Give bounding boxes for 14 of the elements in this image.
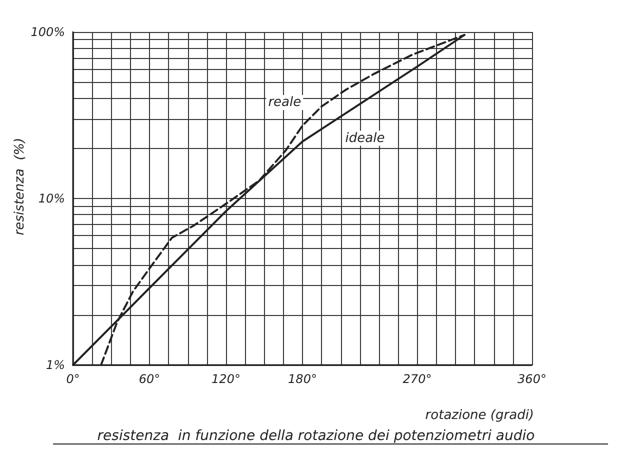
x-tick-label: 180° bbox=[288, 372, 317, 386]
y-tick-label: 10% bbox=[38, 192, 65, 206]
x-tick-label: 60° bbox=[138, 372, 160, 386]
annotation: reale bbox=[268, 95, 302, 110]
x-tick-label: 270° bbox=[402, 372, 432, 386]
y-axis-title: resistenza (%) bbox=[12, 138, 28, 236]
text: resistenza in funzione della rotazione dei potenziometri audio bbox=[97, 428, 535, 444]
x-tick-label: 360° bbox=[518, 372, 546, 386]
annotation: ideale bbox=[345, 130, 385, 146]
x-tick-label: 120° bbox=[212, 372, 240, 386]
x-axis-title: rotazione (gradi) bbox=[425, 408, 534, 423]
y-tick-label: 1% bbox=[46, 358, 65, 372]
y-tick-label: 100% bbox=[30, 25, 65, 39]
x-tick-label: 0° bbox=[66, 372, 80, 386]
